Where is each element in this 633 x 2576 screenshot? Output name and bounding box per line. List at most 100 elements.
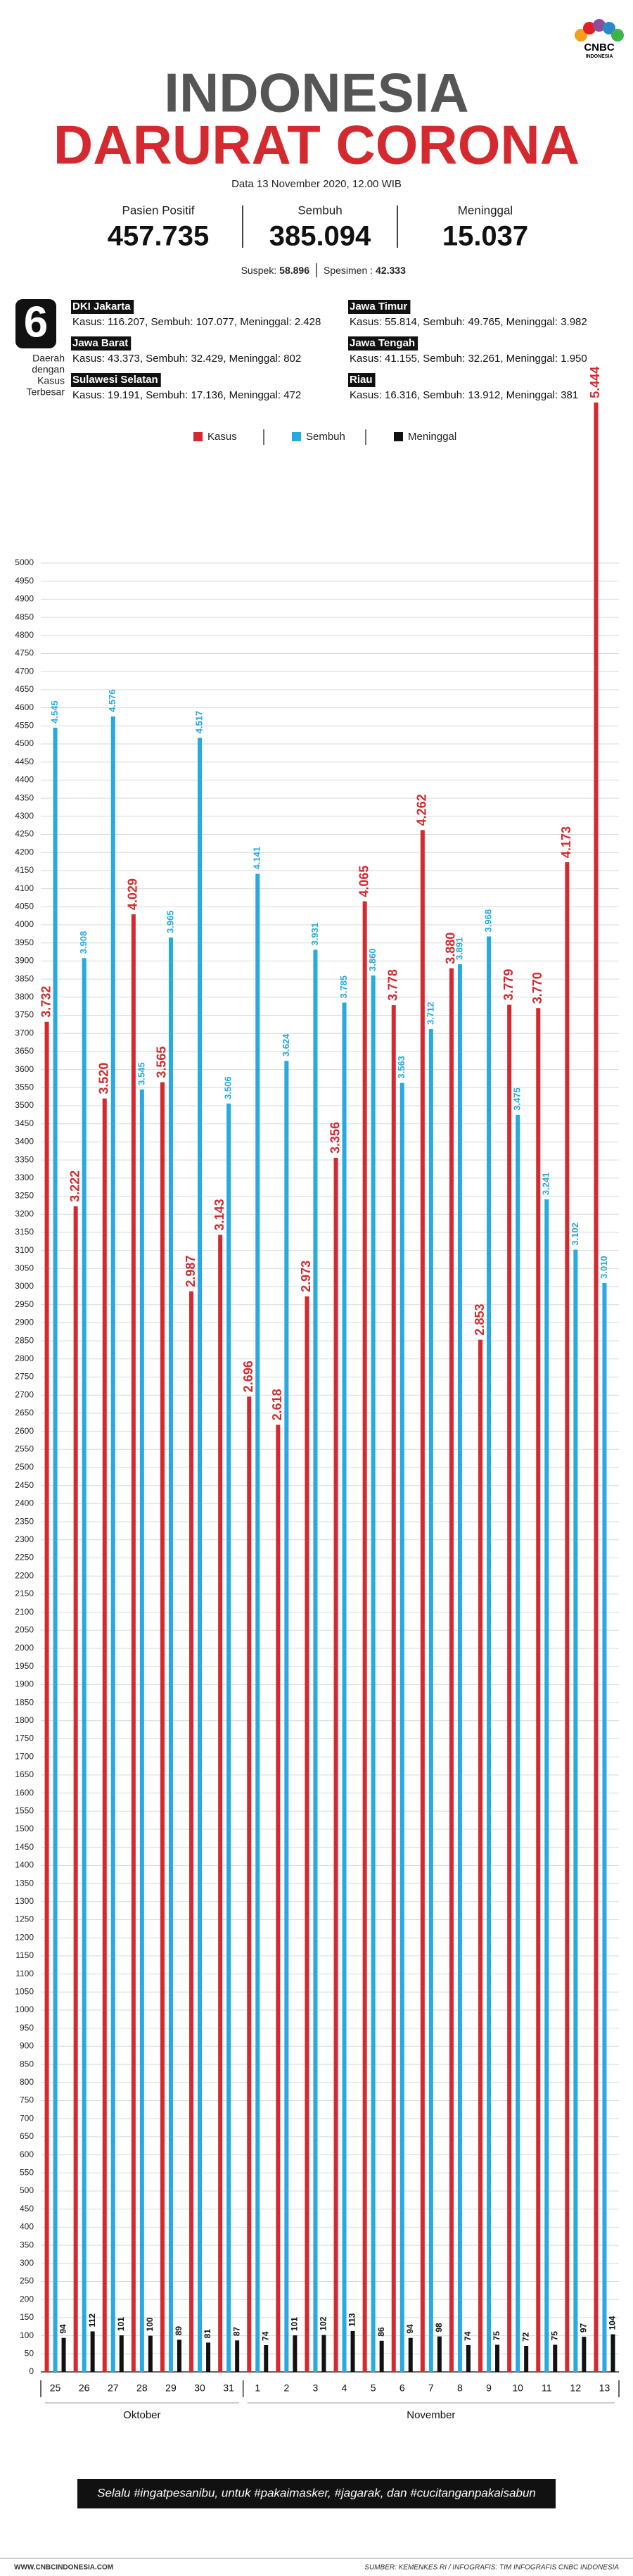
bar [350, 2330, 355, 2372]
value-label: 3.779 [501, 969, 516, 1001]
value-label: 3.785 [338, 976, 349, 999]
value-label: 3.143 [212, 1199, 226, 1230]
region-name: Jawa Barat [72, 337, 128, 349]
y-tick-label: 1850 [15, 1697, 34, 1707]
y-tick-label: 1650 [15, 1769, 34, 1779]
logo-petal [583, 22, 596, 34]
logo-text: CNBC [584, 42, 614, 53]
y-tick-label: 4150 [15, 865, 34, 875]
extra-stat: Suspek: 58.896 [241, 265, 310, 276]
logo-petal [603, 22, 615, 34]
x-tick-label: 1 [255, 2382, 260, 2394]
bar [313, 949, 318, 2372]
bar [177, 2340, 181, 2372]
x-tick-label: 31 [223, 2382, 234, 2394]
bar [582, 2337, 587, 2372]
value-label: 94 [58, 2324, 68, 2334]
y-tick-label: 650 [20, 2131, 34, 2141]
slogan-banner [77, 2479, 556, 2508]
x-tick-label: 7 [428, 2382, 434, 2394]
value-label: 3.891 [454, 937, 464, 960]
bar [573, 1249, 578, 2372]
y-tick-label: 2650 [15, 1408, 34, 1418]
value-label: 3.624 [281, 1033, 291, 1056]
y-tick-label: 3850 [15, 973, 34, 983]
value-label: 4.065 [357, 866, 371, 897]
y-tick-label: 1050 [15, 1986, 34, 1996]
bar [90, 2331, 95, 2372]
bar [516, 1114, 520, 2372]
y-tick-label: 2800 [15, 1353, 34, 1363]
y-tick-label: 2350 [15, 1516, 34, 1526]
value-label: 3.770 [530, 972, 544, 1004]
value-label: 4.517 [193, 711, 204, 734]
y-tick-label: 2400 [15, 1498, 34, 1508]
y-tick-label: 5000 [15, 557, 34, 567]
logo-subtext: INDONESIA [586, 54, 613, 59]
logo-petal [575, 29, 587, 42]
y-tick-label: 850 [20, 2059, 34, 2069]
bar [495, 2344, 500, 2372]
value-label: 3.565 [155, 1047, 169, 1078]
bar [44, 1021, 49, 2372]
stat-label: Pasien Positif [122, 203, 195, 217]
y-tick-label: 450 [20, 2204, 34, 2214]
y-tick-label: 3350 [15, 1154, 34, 1164]
y-tick-label: 1100 [15, 1969, 34, 1978]
bar [437, 2336, 442, 2372]
bar [139, 1089, 144, 2372]
bar [602, 1282, 607, 2372]
y-tick-label: 1150 [15, 1950, 34, 1960]
y-tick-label: 2100 [15, 1607, 34, 1617]
y-tick-label: 4650 [15, 684, 34, 694]
date: Data 13 November 2020, 12.00 WIB [231, 178, 402, 190]
y-tick-label: 4300 [15, 811, 34, 821]
bar [226, 1103, 231, 2372]
bar [391, 1005, 396, 2372]
y-tick-label: 300 [20, 2258, 34, 2268]
bar [457, 964, 462, 2372]
y-tick-label: 1350 [15, 1878, 34, 1888]
value-label: 4.262 [415, 794, 429, 826]
value-label: 75 [492, 2331, 501, 2341]
y-tick-label: 4250 [15, 829, 34, 839]
bar [565, 862, 570, 2372]
bar [276, 1425, 281, 2372]
region-stats: Kasus: 16.316, Sembuh: 13.912, Meninggal… [350, 389, 578, 401]
logo-petal [611, 29, 624, 42]
count-box [15, 299, 56, 348]
y-tick-label: 500 [20, 2185, 34, 2195]
y-tick-label: 200 [20, 2294, 34, 2304]
y-tick-label: 3450 [15, 1118, 34, 1128]
legend-swatch [292, 432, 301, 441]
extra-label: Spesimen : [324, 265, 373, 276]
y-tick-label: 4750 [15, 648, 34, 658]
bar [247, 1396, 252, 2372]
value-label: 3.241 [541, 1173, 551, 1196]
logo-petal [593, 19, 606, 32]
x-tick-label: 5 [371, 2382, 376, 2394]
bar [478, 1339, 483, 2372]
bar [449, 968, 454, 2372]
value-label: 89 [174, 2326, 184, 2336]
y-tick-label: 1400 [15, 1860, 34, 1870]
title-line2: DARURAT CORONA [53, 114, 580, 176]
y-tick-label: 1750 [15, 1734, 34, 1743]
extra-value: 58.896 [279, 265, 309, 276]
y-tick-label: 2300 [15, 1534, 34, 1544]
value-label: 3.563 [396, 1056, 407, 1079]
y-tick-label: 3000 [15, 1281, 34, 1291]
bar [255, 873, 260, 2373]
value-label: 3.965 [165, 910, 175, 933]
bar [428, 1029, 433, 2372]
bar [342, 1002, 347, 2372]
y-tick-label: 4000 [15, 919, 34, 929]
x-tick-label: 10 [512, 2382, 523, 2394]
y-tick-label: 2950 [15, 1299, 34, 1309]
bar [264, 2344, 269, 2372]
value-label: 3.545 [136, 1062, 146, 1085]
stat-value: 457.735 [108, 221, 210, 252]
region-name: Sulawesi Selatan [72, 374, 158, 386]
value-label: 74 [463, 2331, 473, 2341]
region-stats: Kasus: 116.207, Sembuh: 107.077, Meningg… [72, 316, 321, 328]
